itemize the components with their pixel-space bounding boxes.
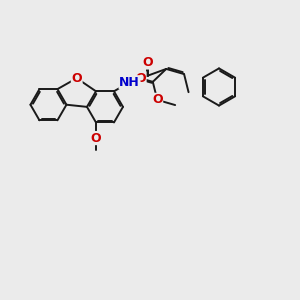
Text: O: O (142, 56, 153, 69)
Text: O: O (135, 72, 146, 85)
Text: O: O (152, 93, 163, 106)
Text: O: O (91, 132, 101, 145)
Text: NH: NH (119, 76, 140, 89)
Text: O: O (71, 72, 82, 85)
